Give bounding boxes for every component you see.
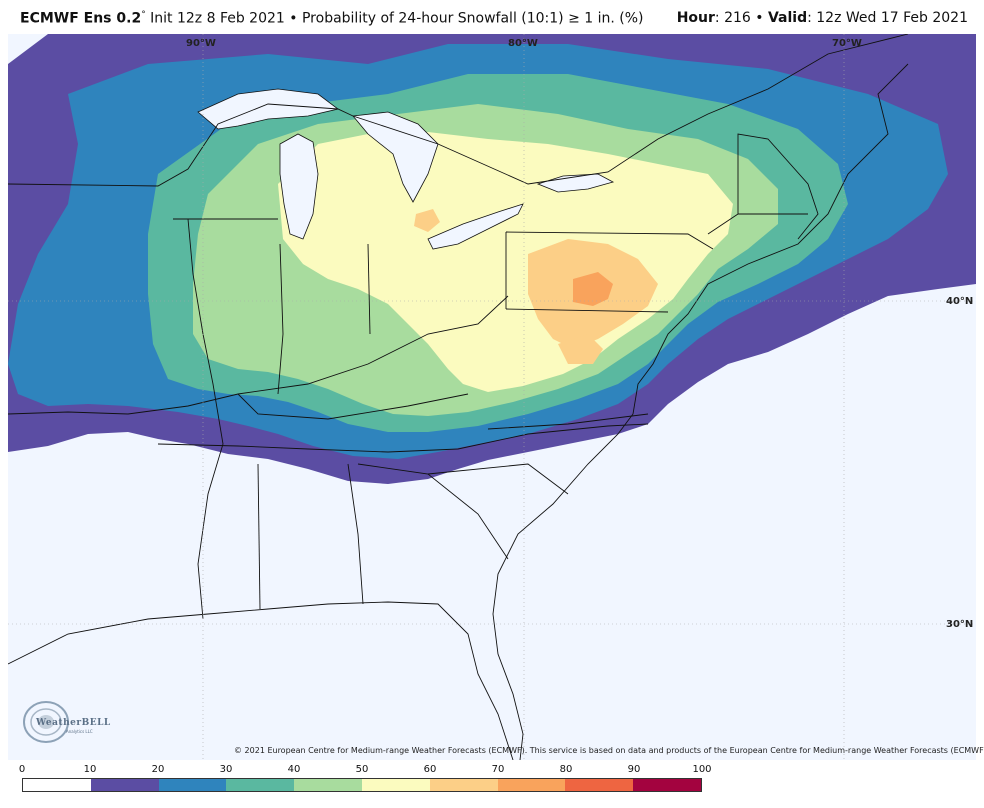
product-name: Probability of 24-hour Snowfall (10:1) ≥… [301, 10, 644, 27]
colorbar-segment-4 [294, 779, 362, 791]
colorbar-tick-label: 0 [18, 764, 26, 775]
logo-swirl-icon [23, 701, 69, 743]
kentucky-line [237, 393, 469, 420]
model-name: ECMWF Ens 0.2 [20, 10, 142, 27]
va-nc [487, 413, 649, 430]
colorbar-segment-7 [497, 779, 566, 791]
colorbar-segment-1 [90, 779, 159, 791]
lon-label-80w: 80°W [508, 38, 538, 49]
colorbar-tick-label: 70 [491, 764, 505, 775]
lon-label-70w: 70°W [832, 38, 862, 49]
indiana-ohio [367, 243, 371, 335]
band-70-80 [573, 272, 613, 306]
degree-mark: ° [141, 10, 146, 20]
colorbar-tick-label: 20 [151, 764, 165, 775]
pa-ny [505, 231, 714, 250]
lat-label-30n: 30°N [946, 619, 974, 630]
state-borders [8, 34, 909, 760]
weatherbell-logo [20, 698, 110, 750]
tennessee-line [157, 423, 649, 453]
ohio-river-line [8, 295, 509, 415]
great-lakes [197, 88, 615, 250]
colorbar-labels: 0 10 20 30 40 50 60 70 80 90 100 [0, 764, 984, 776]
colorbar-tick-label: 60 [423, 764, 437, 775]
mississippi-line [187, 218, 224, 620]
nc-sc [427, 463, 569, 495]
pa-south [505, 308, 669, 313]
colorbar-tick-label: 50 [355, 764, 369, 775]
map-title: ECMWF Ens 0.2° Init 12z 8 Feb 2021 • Pro… [20, 10, 644, 27]
lon-label-90w: 90°W [186, 38, 216, 49]
alabama-ga [347, 463, 364, 605]
colorbar-tick-label: 90 [627, 764, 641, 775]
colorbar-segment-3 [226, 779, 295, 791]
header: ECMWF Ens 0.2° Init 12z 8 Feb 2021 • Pro… [0, 0, 984, 34]
band-50-60 [278, 132, 733, 392]
init-time: Init 12z 8 Feb 2021 [145, 10, 285, 27]
valid-label: Valid [767, 10, 808, 26]
lake-superior [197, 88, 339, 130]
lake-ontario [536, 173, 615, 193]
colorbar-tick-label: 100 [692, 764, 712, 775]
band-60-70-michigan [414, 209, 440, 232]
colorbar-segment-6 [429, 779, 498, 791]
graticule [8, 34, 976, 760]
colorbar-tick-label: 80 [559, 764, 573, 775]
title-separator: • [284, 10, 302, 27]
lake-huron [352, 111, 439, 203]
ga-sc [357, 463, 509, 560]
map-panel: 90°W 80°W 70°W 40°N 30°N [8, 34, 976, 760]
colorbar-segment-8 [565, 779, 634, 791]
colorbar-tick-label: 10 [83, 764, 97, 775]
colorbar-tick-label: 40 [287, 764, 301, 775]
colorbar [22, 778, 702, 792]
colorbar-tick-label: 30 [219, 764, 233, 775]
new-england [707, 133, 819, 240]
colorbar-segment-2 [158, 779, 227, 791]
east-coast [492, 63, 909, 760]
us-canada-border [8, 34, 909, 187]
colorbar-segment-0 [23, 779, 91, 791]
lake-michigan [279, 133, 319, 240]
copyright-notice: © 2021 European Centre for Medium-range … [234, 746, 984, 755]
lake-erie [427, 203, 524, 250]
colorbar-segment-5 [361, 779, 430, 791]
hour-value: : 216 • [714, 10, 768, 26]
valid-value: : 12z Wed 17 Feb 2021 [807, 10, 968, 26]
colorbar-segment-9 [633, 779, 701, 791]
band-60-70-patch [558, 334, 603, 364]
hour-label: Hour [676, 10, 715, 26]
illinois-indiana [277, 243, 284, 395]
valid-time-info: Hour: 216 • Valid: 12z Wed 17 Feb 2021 [677, 10, 968, 26]
miss-alabama [257, 463, 261, 610]
snowfall-probability-map [8, 34, 976, 760]
lat-label-40n: 40°N [946, 296, 974, 307]
gulf-coast [8, 601, 514, 760]
logo-text: WeatherBELL [36, 718, 111, 728]
logo-subtext: Analytics LLC [66, 729, 93, 734]
